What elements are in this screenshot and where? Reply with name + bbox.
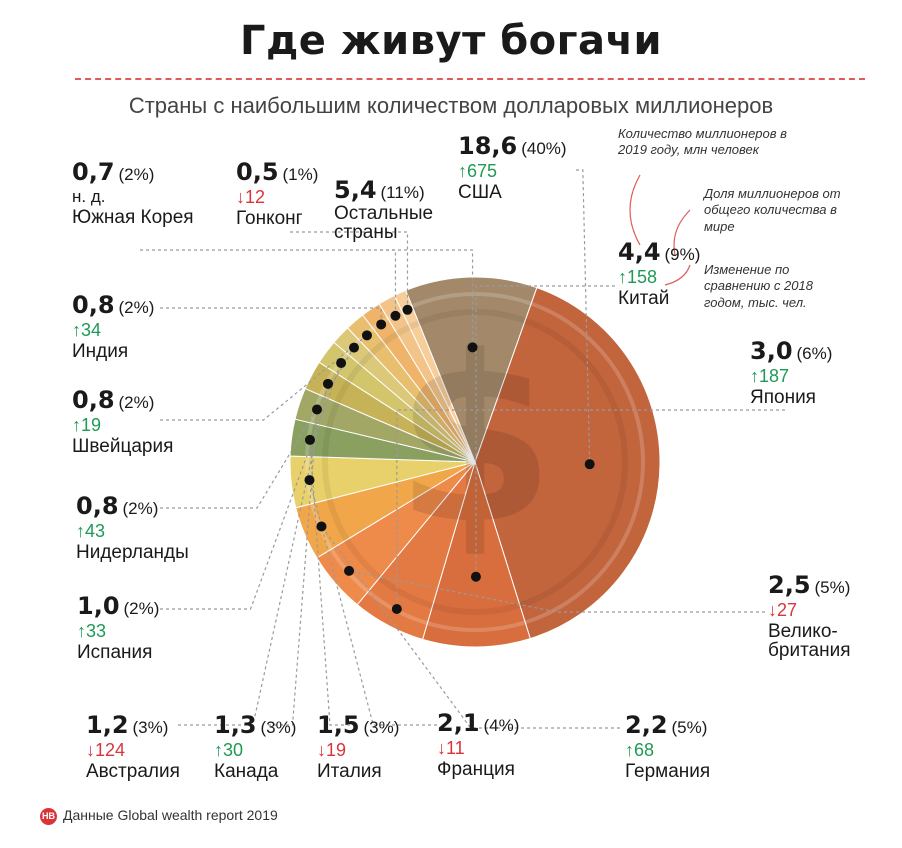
- label-china: 4,4 (9%) ↑158 Китай: [618, 238, 701, 309]
- leader-line-14: [290, 231, 409, 310]
- label-italy: 1,5 (3%) ↓19 Италия: [317, 711, 400, 782]
- label-rest: 5,4 (11%) Остальные страны: [334, 176, 434, 243]
- coin-overlay: $: [305, 292, 645, 632]
- slice-dot-7: [311, 404, 322, 415]
- slice-dot-2: [391, 604, 402, 615]
- note-connector-count: [629, 174, 641, 246]
- slice-dot-11: [361, 330, 372, 341]
- leader-line-1: [475, 285, 615, 577]
- slice-dot-8: [322, 378, 333, 389]
- label-spain: 1,0 (2%) ↑33 Испания: [77, 592, 160, 663]
- nv-logo-icon: НВ: [40, 807, 57, 825]
- note-count: Количество миллионеров в 2019 году, млн …: [618, 126, 787, 158]
- slice-dot-12: [376, 319, 387, 330]
- slice-dot-14: [402, 304, 413, 315]
- slice-dot-9: [336, 358, 347, 369]
- label-japan: 3,0 (6%) ↑187 Япония: [750, 337, 833, 408]
- leader-line-4: [320, 526, 620, 729]
- label-hong-kong: 0,5 (1%) ↓12 Гонконг: [236, 158, 319, 229]
- note-change: Изменение по сравнению с 2018 годом, тыс…: [704, 262, 813, 310]
- slice-dot-1: [470, 571, 481, 582]
- label-india: 0,8 (2%) ↑34 Индия: [72, 291, 155, 362]
- label-south-korea: 0,7 (2%) н. д. Южная Корея: [72, 158, 194, 228]
- label-netherlands: 0,8 (2%) ↑43 Нидерланды: [76, 492, 189, 563]
- title-divider: [75, 78, 865, 80]
- leader-line-12: [160, 307, 382, 325]
- label-usa: 18,6 (40%) ↑675 США: [458, 132, 567, 203]
- leader-line-15: [380, 249, 474, 348]
- leader-line-3: [348, 570, 765, 613]
- slice-dot-15: [467, 342, 478, 353]
- dollar-sign-icon: $: [395, 308, 555, 575]
- leader-line-10: [160, 347, 355, 509]
- source-text: Данные Global wealth report 2019: [63, 807, 278, 823]
- label-canada: 1,3 (3%) ↑30 Канада: [214, 711, 297, 782]
- slice-dot-10: [348, 342, 359, 353]
- slice-dot-0: [584, 459, 595, 470]
- note-connector-share: [673, 209, 691, 256]
- leader-line-7: [268, 409, 318, 726]
- label-france: 2,1 (4%) ↓11 Франция: [437, 709, 520, 780]
- page-subtitle: Страны с наибольшим количеством долларов…: [128, 93, 774, 118]
- slice-dot-6: [304, 434, 315, 445]
- pie-slice-15: [405, 276, 538, 464]
- slice-dot-4: [316, 521, 327, 532]
- leader-line-6: [309, 439, 350, 726]
- slice-dot-13: [390, 310, 401, 321]
- label-uk: 2,5 (5%) ↓27 Велико- британия: [768, 571, 851, 661]
- leader-line-0: [576, 169, 591, 465]
- leader-line-11: [160, 334, 368, 421]
- pie-slice-0: [474, 287, 661, 640]
- label-australia: 1,2 (3%) ↓124 Австралия: [86, 711, 180, 782]
- pie-slice-1: [421, 460, 531, 648]
- page-title: Где живут богачи: [240, 18, 662, 64]
- note-share: Доля миллионеров от общего количества в …: [704, 186, 841, 234]
- slice-dot-5: [304, 475, 315, 486]
- slice-dot-3: [344, 565, 355, 576]
- label-germany: 2,2 (5%) ↑68 Германия: [625, 711, 711, 782]
- source-line: НВ Данные Global wealth report 2019: [40, 807, 278, 825]
- leader-line-13: [140, 249, 397, 316]
- leader-line-9: [160, 362, 342, 610]
- pie-slice-14: [393, 289, 476, 463]
- leader-line-8: [178, 383, 329, 726]
- note-connector-change: [664, 264, 691, 286]
- label-switzerland: 0,8 (2%) ↑19 Швейцария: [72, 386, 174, 457]
